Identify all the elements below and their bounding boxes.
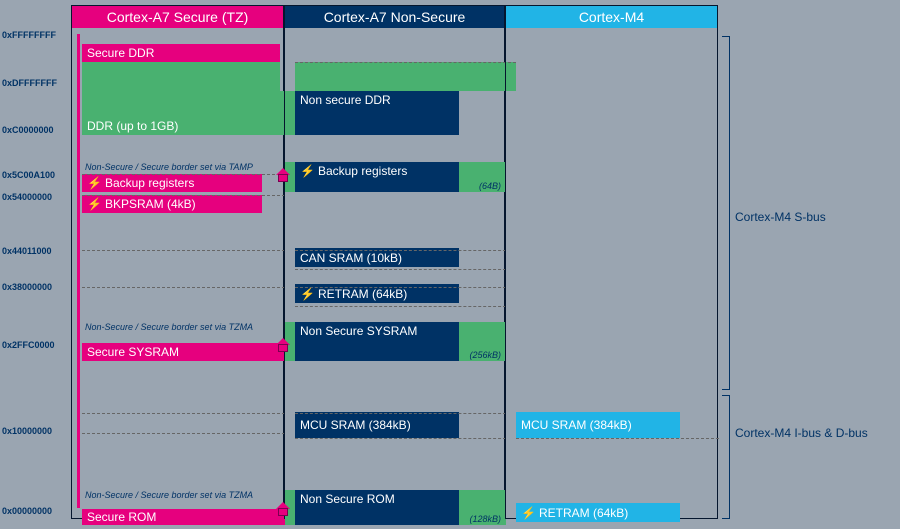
block-label: Non Secure SYSRAM xyxy=(300,324,417,338)
retention-icon: ⚡ xyxy=(521,506,536,520)
block-label: Backup registers xyxy=(318,164,407,178)
address-label: 0x38000000 xyxy=(2,282,52,292)
memory-block: Non Secure ROM xyxy=(295,490,459,525)
memory-block: Secure DDR xyxy=(82,44,280,62)
address-label: 0x5C00A100 xyxy=(2,170,55,180)
bus-bracket xyxy=(722,395,730,519)
retention-icon: ⚡ xyxy=(87,197,102,211)
memory-block: ⚡RETRAM (64kB) xyxy=(516,503,680,522)
dashed-boundary xyxy=(82,195,285,196)
bus-label: Cortex-M4 S-bus xyxy=(735,210,826,224)
m4-header: Cortex-M4 xyxy=(506,6,717,28)
memory-block xyxy=(82,62,280,91)
memory-block: Secure SYSRAM xyxy=(82,343,295,361)
dashed-boundary xyxy=(82,413,285,414)
retention-icon: ⚡ xyxy=(300,287,315,301)
memory-block: ⚡BKPSRAM (4kB) xyxy=(82,195,262,213)
border-arrow-icon xyxy=(276,338,290,354)
dashed-boundary xyxy=(82,250,285,251)
address-label: 0x44011000 xyxy=(2,246,52,256)
border-note: Non-Secure / Secure border set via TZMA xyxy=(85,490,253,500)
dashed-boundary xyxy=(295,250,506,251)
memory-block: MCU SRAM (384kB) xyxy=(516,412,680,438)
block-label: RETRAM (64kB) xyxy=(539,506,628,520)
memory-block: DDR (up to 1GB) xyxy=(82,91,295,135)
address-label: 0x2FFC0000 xyxy=(2,340,55,350)
block-label: DDR (up to 1GB) xyxy=(87,119,178,133)
block-label: Secure DDR xyxy=(87,46,154,60)
m4-column: Cortex-M4 MCU SRAM (384kB) ⚡RETRAM (64kB) xyxy=(505,5,718,519)
size-label: (128kB) xyxy=(469,514,501,524)
dashed-boundary xyxy=(295,269,506,270)
secure-header: Cortex-A7 Secure (TZ) xyxy=(72,6,283,28)
address-label: 0x00000000 xyxy=(2,506,52,516)
bus-label: Cortex-M4 I-bus & D-bus xyxy=(735,426,868,440)
dashed-boundary xyxy=(82,287,285,288)
nonsecure-column: Cortex-A7 Non-Secure Non secure DDR (64B)… xyxy=(284,5,505,519)
border-note: Non-Secure / Secure border set via TAMP xyxy=(85,162,253,172)
block-label: MCU SRAM (384kB) xyxy=(300,418,411,432)
dashed-boundary xyxy=(82,174,285,175)
secure-border-line xyxy=(77,34,80,508)
dashed-boundary xyxy=(516,438,719,439)
size-label: (64B) xyxy=(479,181,501,191)
block-label: BKPSRAM (4kB) xyxy=(105,197,196,211)
dashed-boundary xyxy=(295,306,506,307)
dashed-boundary xyxy=(295,413,506,414)
block-label: Non Secure ROM xyxy=(300,492,395,506)
address-label: 0xDFFFFFFF xyxy=(2,78,57,88)
border-note: Non-Secure / Secure border set via TZMA xyxy=(85,322,253,332)
address-label: 0x10000000 xyxy=(2,426,52,436)
memory-block: Non Secure SYSRAM xyxy=(295,322,459,361)
address-label: 0xFFFFFFFF xyxy=(2,30,56,40)
block-label: Non secure DDR xyxy=(300,93,391,107)
block-label: Secure SYSRAM xyxy=(87,345,179,359)
block-label: CAN SRAM (10kB) xyxy=(300,251,402,265)
memory-block: MCU SRAM (384kB) xyxy=(295,412,459,438)
retention-icon: ⚡ xyxy=(300,164,315,178)
address-label: 0x54000000 xyxy=(2,192,52,202)
size-label: (256kB) xyxy=(469,350,501,360)
dashed-boundary xyxy=(295,438,506,439)
dashed-boundary xyxy=(295,287,506,288)
dashed-boundary xyxy=(82,433,285,434)
nonsecure-header: Cortex-A7 Non-Secure xyxy=(285,6,504,28)
border-arrow-icon xyxy=(276,502,290,518)
retention-icon: ⚡ xyxy=(87,176,102,190)
memory-block: ⚡Backup registers xyxy=(295,162,459,192)
block-label: Backup registers xyxy=(105,176,194,190)
block-label: RETRAM (64kB) xyxy=(318,287,407,301)
memory-block xyxy=(295,62,516,91)
bus-bracket xyxy=(722,36,730,390)
address-label: 0xC0000000 xyxy=(2,125,54,135)
block-label: MCU SRAM (384kB) xyxy=(521,418,632,432)
memory-block: ⚡Backup registers xyxy=(82,174,262,192)
secure-column: Cortex-A7 Secure (TZ) Secure DDR DDR (up … xyxy=(71,5,284,519)
block-label: Secure ROM xyxy=(87,510,156,524)
memory-block: Non secure DDR xyxy=(295,91,459,135)
border-arrow-icon xyxy=(276,168,290,184)
memory-block: Secure ROM xyxy=(82,509,295,525)
